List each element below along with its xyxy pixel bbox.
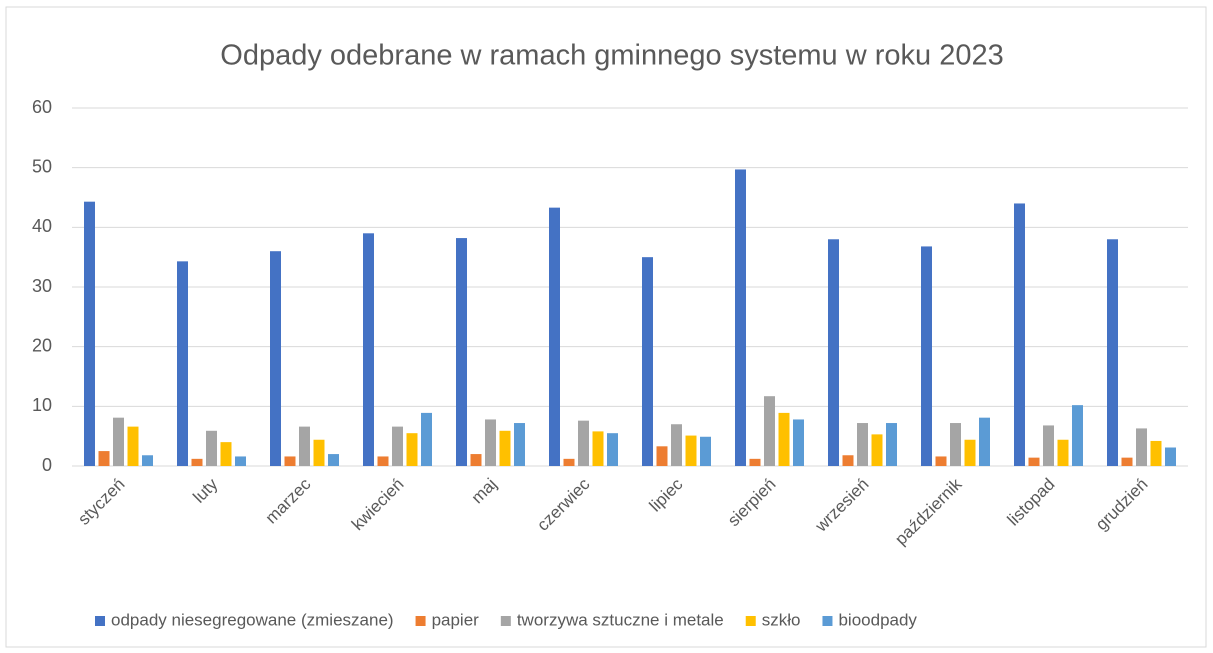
bar bbox=[1107, 239, 1118, 466]
legend-label: odpady niesegregowane (zmieszane) bbox=[111, 610, 394, 629]
bar bbox=[191, 458, 203, 466]
bar bbox=[1043, 425, 1054, 466]
bar bbox=[764, 396, 775, 466]
y-tick-label: 20 bbox=[32, 335, 52, 355]
bar bbox=[206, 430, 217, 466]
legend-label: szkło bbox=[762, 610, 801, 629]
bar bbox=[235, 456, 246, 466]
bar bbox=[84, 201, 95, 466]
legend-swatch bbox=[95, 616, 105, 626]
bar bbox=[377, 456, 389, 466]
bar bbox=[1072, 405, 1083, 466]
bar bbox=[950, 423, 961, 466]
bar bbox=[656, 446, 668, 466]
bar bbox=[499, 430, 511, 466]
bar bbox=[549, 207, 560, 467]
bar bbox=[456, 238, 467, 466]
bar bbox=[1121, 457, 1133, 466]
bar bbox=[1150, 440, 1162, 466]
bar bbox=[127, 426, 139, 466]
bar bbox=[563, 458, 575, 466]
y-tick-label: 50 bbox=[32, 156, 52, 176]
bar bbox=[406, 433, 418, 466]
bar bbox=[363, 233, 374, 466]
bar bbox=[842, 455, 854, 466]
y-tick-label: 10 bbox=[32, 395, 52, 415]
bar bbox=[299, 426, 310, 466]
bar bbox=[220, 442, 232, 466]
bar bbox=[421, 412, 432, 466]
y-tick-label: 40 bbox=[32, 216, 52, 236]
chart-border bbox=[5, 6, 1207, 648]
bar bbox=[470, 454, 482, 466]
bar bbox=[735, 169, 746, 466]
bar bbox=[514, 423, 525, 466]
bar bbox=[671, 424, 682, 466]
legend-label: bioodpady bbox=[838, 610, 917, 629]
y-tick-label: 60 bbox=[32, 97, 52, 117]
bar bbox=[284, 456, 296, 466]
bar bbox=[313, 439, 325, 466]
legend-swatch bbox=[500, 616, 511, 626]
bar bbox=[685, 435, 697, 466]
bar bbox=[142, 455, 153, 466]
bar bbox=[793, 419, 804, 466]
bar bbox=[592, 431, 604, 466]
bar bbox=[700, 436, 711, 466]
bar bbox=[98, 451, 110, 466]
y-tick-label: 30 bbox=[32, 276, 52, 296]
bar bbox=[1028, 457, 1040, 466]
bar bbox=[749, 458, 761, 466]
bar bbox=[964, 439, 976, 466]
bar bbox=[578, 420, 589, 466]
legend-swatch bbox=[415, 616, 426, 626]
bar bbox=[177, 261, 188, 466]
bar bbox=[270, 251, 281, 466]
bar bbox=[921, 246, 932, 466]
bar bbox=[392, 426, 403, 466]
bar bbox=[979, 417, 990, 466]
legend-label: papier bbox=[432, 610, 480, 629]
bar bbox=[1165, 447, 1176, 466]
y-tick-label: 0 bbox=[42, 455, 52, 475]
bar bbox=[328, 454, 339, 466]
bar bbox=[828, 239, 839, 466]
bar bbox=[886, 423, 897, 466]
bar bbox=[607, 433, 618, 466]
bar bbox=[871, 434, 883, 466]
bar bbox=[642, 257, 653, 466]
bar bbox=[1136, 428, 1147, 466]
chart-title: Odpady odebrane w ramach gminnego system… bbox=[220, 40, 1003, 72]
legend-label: tworzywa sztuczne i metale bbox=[517, 610, 724, 629]
bar bbox=[1014, 203, 1025, 466]
bar bbox=[935, 456, 947, 466]
bar bbox=[113, 417, 124, 466]
legend-swatch bbox=[745, 616, 756, 626]
bar bbox=[485, 419, 496, 466]
bar bbox=[778, 412, 790, 466]
legend-swatch bbox=[822, 616, 833, 626]
bar bbox=[857, 423, 868, 466]
bar bbox=[1057, 439, 1069, 466]
